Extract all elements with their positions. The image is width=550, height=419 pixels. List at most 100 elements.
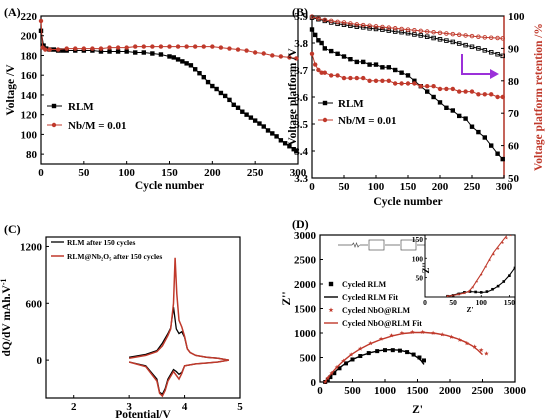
data-point bbox=[341, 20, 347, 25]
legend-label: Nb/M = 0.01 bbox=[68, 120, 127, 132]
data-point bbox=[412, 81, 417, 86]
fit-line bbox=[324, 331, 483, 383]
y-tick-label: 0 bbox=[311, 377, 317, 389]
y2-tick-label: 70 bbox=[508, 108, 520, 120]
data-point bbox=[469, 33, 475, 39]
x-tick-label: 50 bbox=[78, 167, 90, 179]
series-3 bbox=[324, 331, 483, 383]
series-nb bbox=[38, 18, 299, 61]
data-point bbox=[158, 44, 164, 49]
data-point bbox=[124, 49, 129, 54]
y-tick-label: 160 bbox=[21, 70, 38, 82]
data-point bbox=[167, 44, 172, 49]
x-tick-label: 2 bbox=[71, 401, 77, 413]
data-point bbox=[354, 22, 360, 27]
y2-tick-label: 50 bbox=[508, 173, 520, 185]
data-point bbox=[412, 28, 417, 33]
x-tick-label: 100 bbox=[118, 167, 135, 179]
data-point bbox=[476, 34, 481, 39]
data-point bbox=[367, 62, 372, 67]
data-point bbox=[412, 78, 417, 83]
data-point bbox=[73, 46, 78, 51]
legend-label: Cycled NbO@RLM bbox=[342, 306, 411, 315]
y-tick-label: 100 bbox=[21, 129, 38, 141]
data-point bbox=[495, 35, 500, 41]
data-point bbox=[444, 105, 449, 110]
data-point bbox=[389, 333, 394, 338]
panel-a: (A) 0 50 100 150 200 250 300 80 100 120 140 160 180 20… bbox=[4, 5, 307, 192]
arrow-head bbox=[490, 69, 499, 79]
data-point bbox=[257, 121, 262, 126]
legend-marker bbox=[322, 100, 328, 106]
data-point bbox=[412, 32, 417, 37]
data-point bbox=[341, 54, 347, 59]
x-tick-label: 300 bbox=[496, 181, 513, 193]
data-point bbox=[55, 47, 61, 52]
y2-tick-label: 80 bbox=[508, 76, 520, 88]
data-point bbox=[425, 84, 430, 89]
y-tick-label: 1200 bbox=[20, 241, 43, 253]
legend-label: RLM bbox=[68, 101, 94, 113]
x-tick-label: 1000 bbox=[374, 385, 397, 397]
data-point bbox=[437, 100, 443, 105]
legend-marker bbox=[328, 281, 334, 287]
data-point bbox=[456, 41, 462, 46]
data-point bbox=[141, 50, 146, 55]
legend: Cycled RLM Cycled RLM Fit Cycled NbO@RLM Cy… bbox=[324, 280, 422, 328]
y-tick-label: 3.7 bbox=[294, 65, 308, 77]
rc-element bbox=[400, 239, 417, 251]
data-point bbox=[282, 141, 288, 146]
data-point bbox=[482, 48, 488, 53]
x-tick-label: 200 bbox=[204, 167, 221, 179]
y-tick-label: 3.3 bbox=[294, 173, 308, 185]
data-point bbox=[424, 34, 430, 39]
inset-data-point bbox=[501, 241, 505, 244]
data-point bbox=[495, 94, 500, 100]
data-point bbox=[205, 79, 211, 85]
data-point bbox=[316, 38, 321, 43]
data-point bbox=[386, 28, 392, 33]
data-point bbox=[60, 48, 65, 53]
data-point bbox=[222, 93, 228, 99]
y-axis-title-exponent: -1 bbox=[0, 278, 8, 285]
x-tick-label: 0 bbox=[317, 385, 323, 397]
y-tick-label: 220 bbox=[21, 11, 38, 23]
x-tick-label: 150 bbox=[400, 181, 417, 193]
data-point bbox=[373, 62, 379, 67]
data-point bbox=[252, 118, 258, 123]
data-point bbox=[291, 147, 296, 152]
x-axis-title: Potential/V bbox=[115, 409, 171, 419]
x-tick-label: 2500 bbox=[472, 385, 495, 397]
data-point bbox=[201, 44, 206, 49]
legend-marker bbox=[328, 307, 334, 313]
legend-label: Cycled NbO@RLM Fit bbox=[342, 319, 422, 328]
data-point bbox=[274, 134, 279, 139]
x-tick-label: 250 bbox=[247, 167, 264, 179]
data-point bbox=[476, 129, 481, 135]
data-point bbox=[354, 59, 359, 65]
data-point bbox=[450, 86, 455, 92]
y-tick-label: 3.6 bbox=[294, 92, 308, 104]
x-tick-label: 3 bbox=[126, 401, 132, 413]
data-point bbox=[360, 22, 366, 28]
data-point bbox=[175, 44, 181, 49]
data-point bbox=[386, 65, 391, 70]
y-tick-label: 3.9 bbox=[294, 11, 308, 23]
data-point bbox=[393, 81, 398, 86]
inset-x-axis-title: Z' bbox=[466, 305, 473, 314]
data-point bbox=[322, 46, 327, 51]
data-point bbox=[386, 25, 392, 30]
inset-data-point bbox=[509, 235, 512, 237]
data-point bbox=[107, 45, 112, 50]
data-point bbox=[469, 44, 475, 50]
data-point bbox=[193, 44, 198, 49]
legend: RLM after 150 cycles RLM@Nb₂O₅ after 150 … bbox=[51, 238, 162, 261]
data-point bbox=[380, 65, 385, 70]
x-tick-label: 100 bbox=[368, 181, 385, 193]
data-point bbox=[115, 49, 121, 54]
y-tick-label: 200 bbox=[21, 31, 38, 43]
inset-y-tick-label: 100 bbox=[412, 254, 424, 263]
data-point bbox=[478, 347, 484, 353]
x-tick-label: 500 bbox=[344, 385, 361, 397]
